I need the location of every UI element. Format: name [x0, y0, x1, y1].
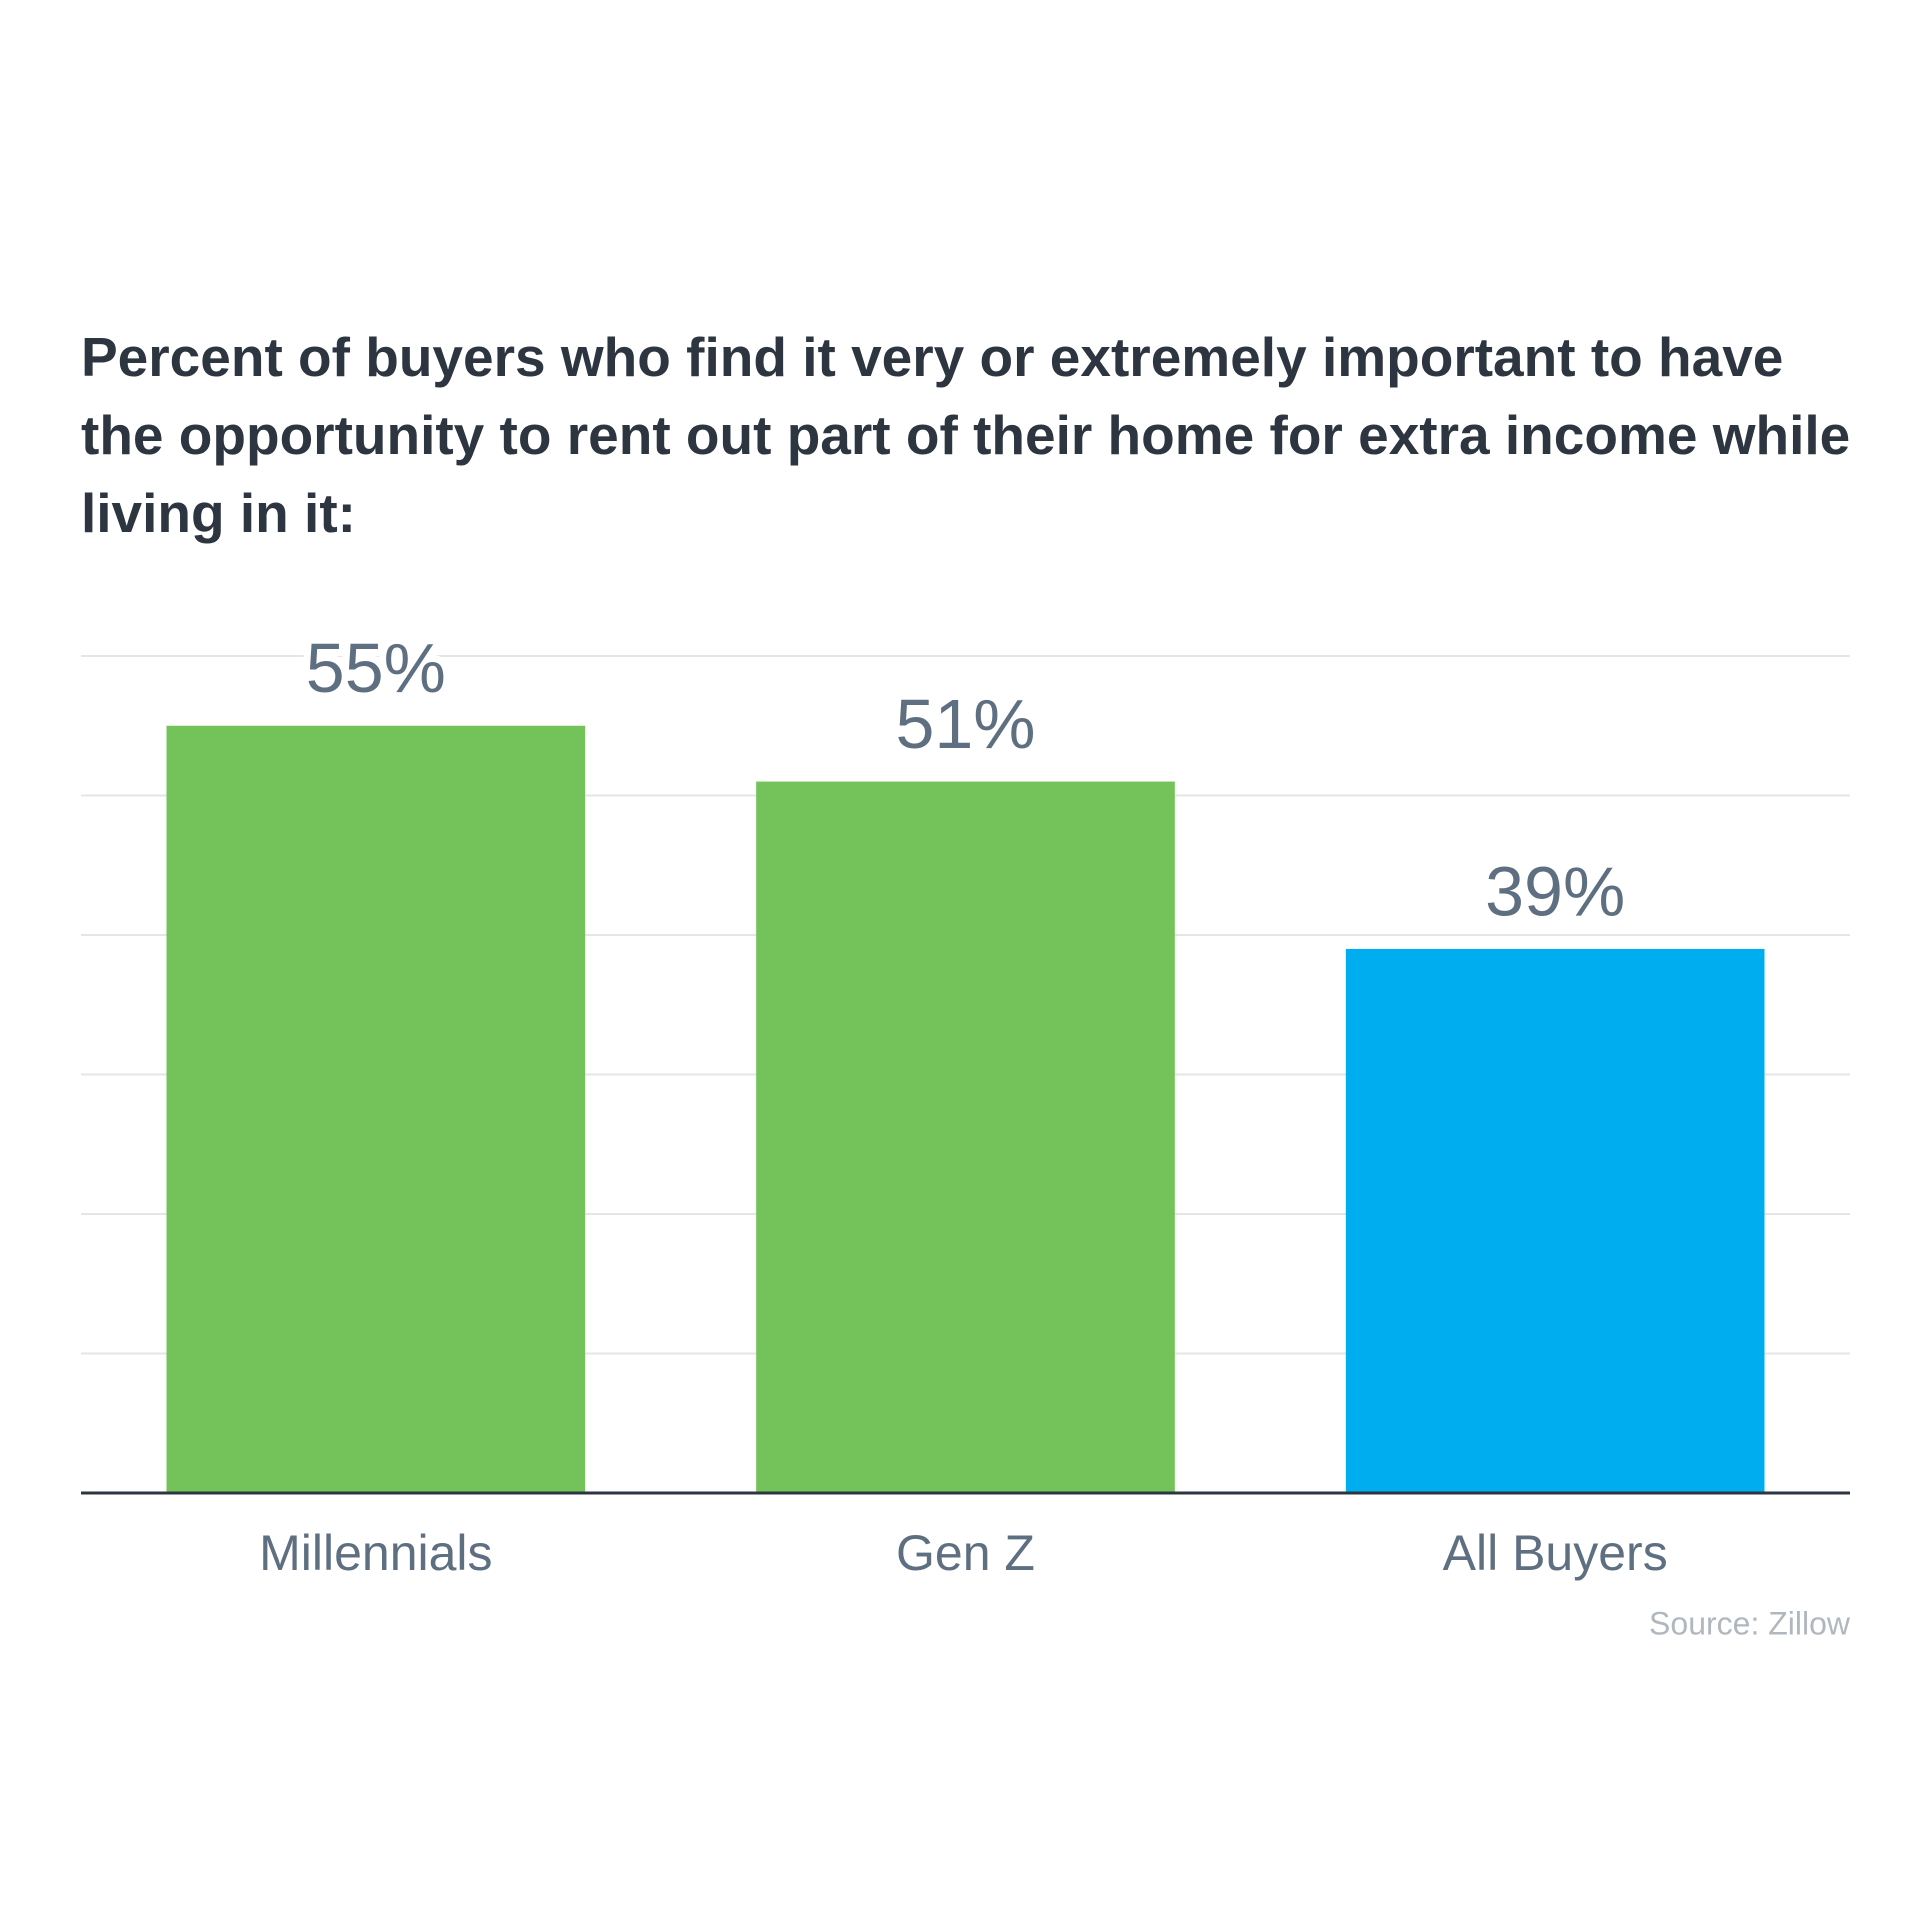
value-label: 55% — [306, 629, 446, 707]
bar — [166, 725, 586, 1493]
value-label: 39% — [1485, 852, 1625, 930]
x-tick-label: Gen Z — [896, 1525, 1035, 1581]
x-tick-label: Millennials — [259, 1525, 492, 1581]
value-label: 51% — [895, 685, 1035, 763]
x-tick-label: All Buyers — [1443, 1525, 1668, 1581]
source: Source: Zillow — [1649, 1605, 1851, 1641]
bar — [1345, 948, 1765, 1493]
bar — [756, 781, 1175, 1493]
chart-title: Percent of buyers who find it very or ex… — [81, 326, 1851, 544]
